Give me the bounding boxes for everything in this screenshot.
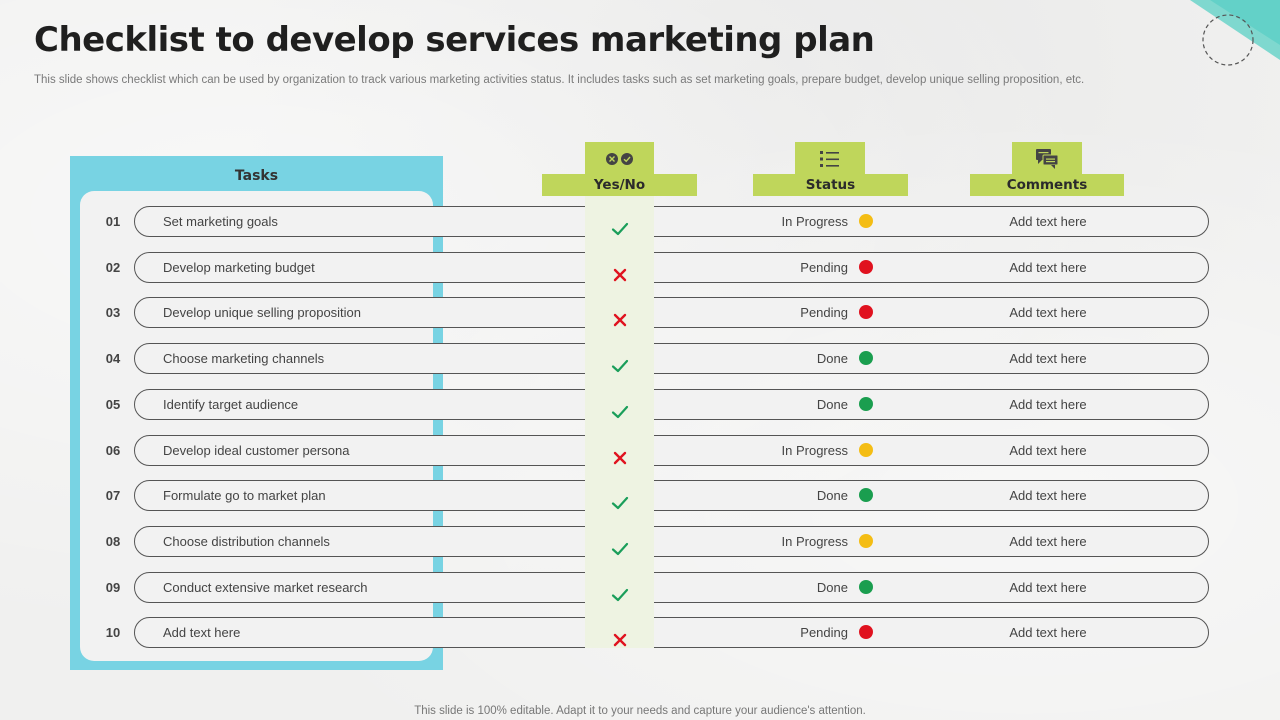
row-number: 10 <box>105 625 121 640</box>
status-header-label: Status <box>753 174 908 196</box>
row-number: 06 <box>105 443 121 458</box>
task-label: Develop ideal customer persona <box>163 443 350 458</box>
row-number: 04 <box>105 351 121 366</box>
check-icon <box>585 532 654 565</box>
task-label: Formulate go to market plan <box>163 488 326 503</box>
table-row: Add text here <box>134 617 1209 648</box>
check-icon <box>585 349 654 382</box>
table-row: Choose marketing channels <box>134 343 1209 374</box>
task-label: Identify target audience <box>163 397 299 412</box>
comments-header-label: Comments <box>970 174 1124 196</box>
comment-text: Add text here <box>1009 443 1087 458</box>
cross-icon <box>585 441 654 474</box>
table-row: Identify target audience <box>134 389 1209 420</box>
row-number: 05 <box>105 397 121 412</box>
comment-text: Add text here <box>1009 305 1087 320</box>
cross-icon <box>585 623 654 656</box>
status-dot <box>859 351 873 365</box>
table-row: Formulate go to market plan <box>134 480 1209 511</box>
status-label: In Progress <box>781 534 848 549</box>
comment-text: Add text here <box>1009 260 1087 275</box>
check-icon <box>585 212 654 245</box>
task-label: Set marketing goals <box>163 214 278 229</box>
status-dot <box>859 260 873 274</box>
status-label: In Progress <box>781 443 848 458</box>
comment-text: Add text here <box>1009 397 1087 412</box>
status-label: Done <box>816 580 848 595</box>
page-subtitle: This slide shows checklist which can be … <box>34 74 1085 86</box>
task-label: Add text here <box>163 625 241 640</box>
footer-note: This slide is 100% editable. Adapt it to… <box>414 705 866 717</box>
row-number: 08 <box>105 534 121 549</box>
row-number: 07 <box>105 488 121 503</box>
status-label: Pending <box>800 305 848 320</box>
comment-text: Add text here <box>1009 214 1087 229</box>
check-icon <box>585 578 654 611</box>
status-dot <box>859 580 873 594</box>
chat-icon <box>1036 149 1059 169</box>
page-title: Checklist to develop services marketing … <box>34 20 875 60</box>
yesno-tab <box>585 142 654 176</box>
status-dot <box>859 443 873 457</box>
yesno-header-label: Yes/No <box>542 174 697 196</box>
status-label: Done <box>816 351 848 366</box>
row-number: 01 <box>105 214 121 229</box>
table-row: Choose distribution channels <box>134 526 1209 557</box>
status-label: Pending <box>800 260 848 275</box>
corner-decoration <box>1190 0 1280 66</box>
table-row: Conduct extensive market research <box>134 572 1209 603</box>
table-row: Set marketing goals <box>134 206 1209 237</box>
status-dot <box>859 534 873 548</box>
status-tab <box>795 142 865 176</box>
table-row: Develop unique selling proposition <box>134 297 1209 328</box>
row-number: 09 <box>105 580 121 595</box>
cross-icon <box>585 258 654 291</box>
yes-no-icon <box>605 153 633 165</box>
task-label: Choose marketing channels <box>163 351 325 366</box>
cross-icon <box>585 303 654 336</box>
comment-text: Add text here <box>1009 534 1087 549</box>
table-row: Develop marketing budget <box>134 252 1209 283</box>
table-row: Develop ideal customer persona <box>134 435 1209 466</box>
status-label: Pending <box>800 625 848 640</box>
comment-text: Add text here <box>1009 488 1087 503</box>
status-dot <box>859 214 873 228</box>
check-icon <box>585 395 654 428</box>
yesno-column <box>585 196 654 648</box>
row-number: 03 <box>105 305 121 320</box>
comment-text: Add text here <box>1009 351 1087 366</box>
task-label: Develop marketing budget <box>163 260 315 275</box>
status-label: In Progress <box>781 214 848 229</box>
row-number: 02 <box>105 260 121 275</box>
status-label: Done <box>816 488 848 503</box>
comment-text: Add text here <box>1009 580 1087 595</box>
list-icon <box>820 151 839 167</box>
comments-tab <box>1012 142 1082 176</box>
check-icon <box>585 486 654 519</box>
task-label: Conduct extensive market research <box>163 580 368 595</box>
status-dot <box>859 625 873 639</box>
tasks-header: Tasks <box>234 168 279 184</box>
comment-text: Add text here <box>1009 625 1087 640</box>
status-label: Done <box>816 397 848 412</box>
status-dot <box>859 397 873 411</box>
task-label: Choose distribution channels <box>163 534 330 549</box>
status-dot <box>859 305 873 319</box>
task-label: Develop unique selling proposition <box>163 305 362 320</box>
status-dot <box>859 488 873 502</box>
